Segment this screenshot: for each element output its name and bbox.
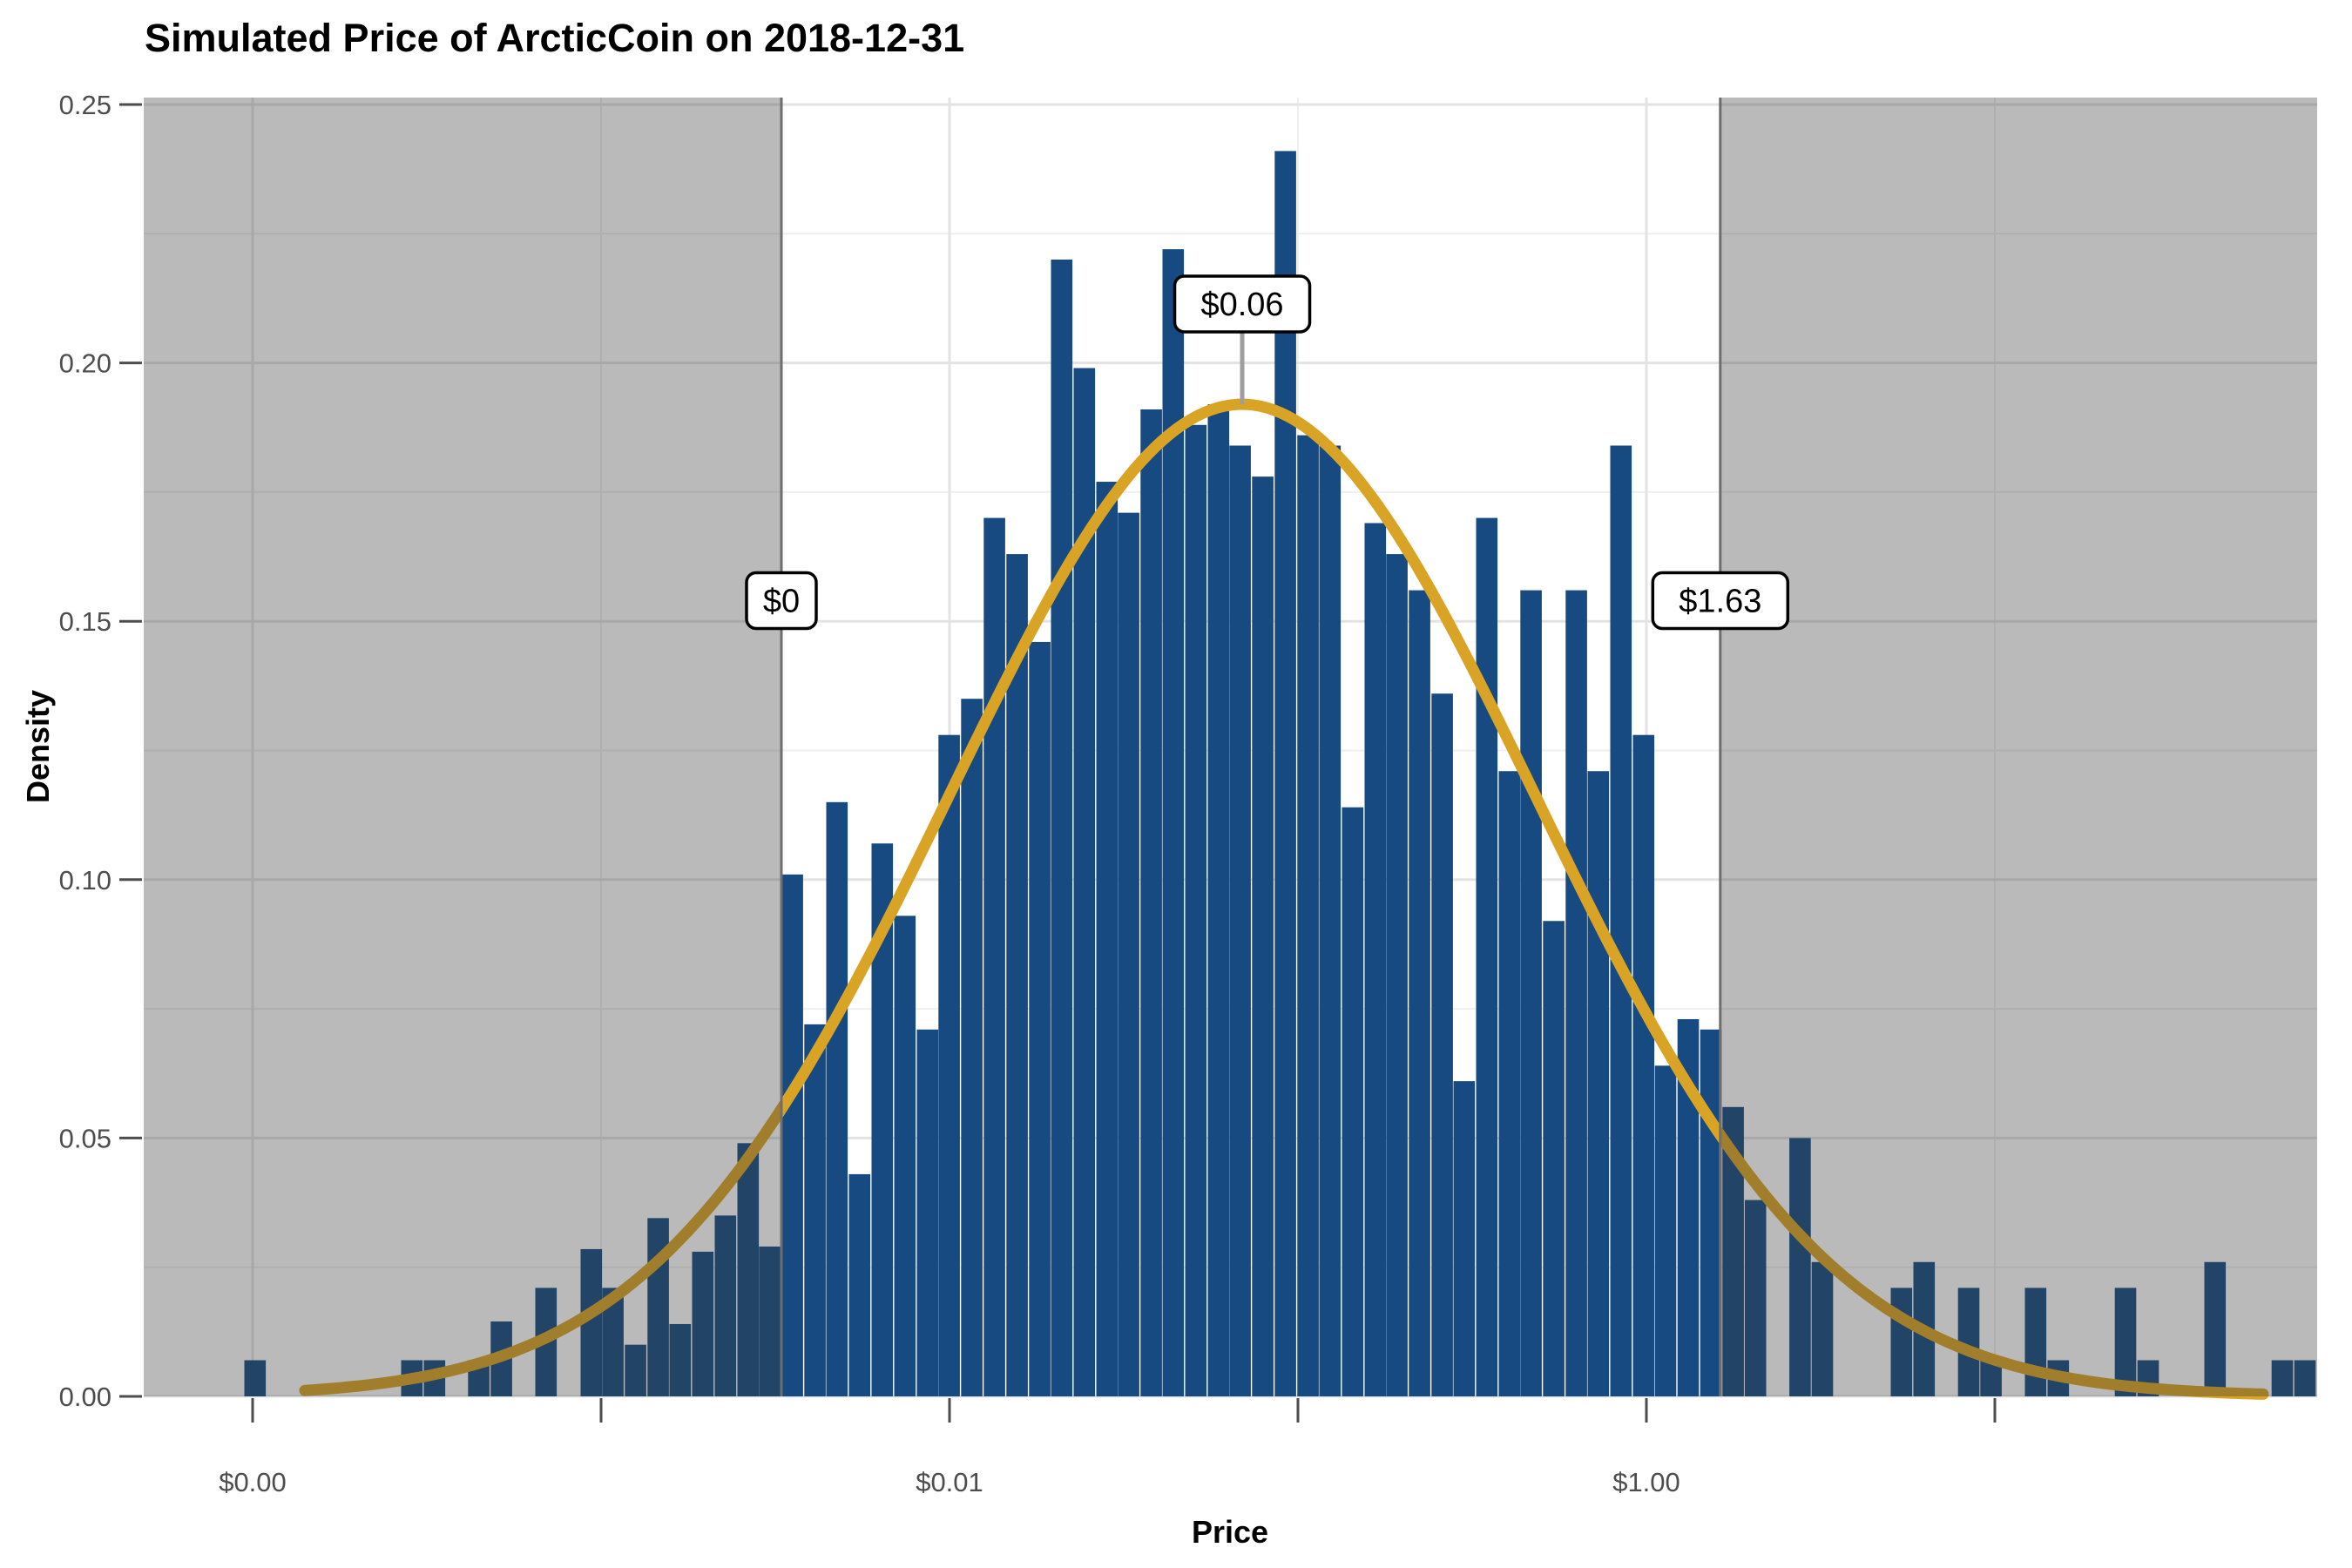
histogram-bar	[1700, 1029, 1722, 1396]
histogram-bar	[1297, 435, 1319, 1397]
y-axis-tick-label: 0.15	[59, 606, 112, 637]
histogram-bar	[1319, 445, 1342, 1397]
histogram-bar	[804, 1024, 826, 1396]
y-axis-tick-label: 0.20	[59, 348, 112, 379]
histogram-bar	[669, 1323, 692, 1396]
histogram-bar	[1744, 1200, 1767, 1396]
x-axis-tick-label: $0.01	[916, 1467, 983, 1497]
histogram-bar	[759, 1246, 781, 1396]
histogram-bar	[1140, 409, 1162, 1396]
histogram-bar	[1118, 512, 1139, 1396]
histogram-bar	[2114, 1288, 2137, 1396]
histogram-bar	[1386, 554, 1408, 1396]
histogram-bar	[961, 699, 983, 1396]
y-axis-title: Density	[20, 689, 56, 804]
histogram-bar	[1610, 445, 1632, 1397]
y-axis-tick-label: 0.00	[59, 1382, 112, 1412]
histogram-bar	[1364, 523, 1387, 1396]
histogram-bar	[2271, 1360, 2294, 1396]
shaded-region	[1720, 98, 2317, 1396]
histogram-bar	[1811, 1261, 1834, 1396]
histogram-bar	[848, 1173, 871, 1396]
histogram-bar	[938, 734, 960, 1396]
histogram-bar	[2294, 1360, 2316, 1396]
histogram-bar	[625, 1344, 646, 1396]
histogram-bar	[1789, 1138, 1811, 1396]
histogram-bar	[826, 801, 848, 1396]
histogram-bar	[781, 874, 803, 1396]
histogram-bar	[1632, 734, 1655, 1396]
histogram-bar	[1342, 807, 1364, 1396]
y-axis-tick-label: 0.25	[59, 90, 112, 120]
histogram-bar	[1453, 1081, 1476, 1396]
histogram-bar	[737, 1143, 760, 1396]
histogram-bar	[1229, 445, 1251, 1397]
shaded-region	[144, 98, 781, 1396]
y-axis-tick-label: 0.05	[59, 1123, 112, 1153]
density-curve	[299, 398, 2269, 1400]
histogram-bar	[1520, 590, 1542, 1396]
x-axis-title: Price	[1191, 1514, 1269, 1550]
y-axis-tick-label: 0.10	[59, 865, 112, 896]
histogram-bar	[1252, 476, 1274, 1396]
annotation-$1.63-box	[1651, 571, 1790, 631]
histogram-bar	[1006, 554, 1028, 1396]
histogram-bar	[983, 517, 1005, 1396]
annotation-$1.63-text: $1.63	[1679, 583, 1761, 619]
histogram-bar	[2204, 1261, 2227, 1396]
annotation-peak-text: $0.06	[1200, 287, 1283, 323]
histogram-bar	[1890, 1288, 1913, 1396]
x-axis-tick-label: $0.00	[219, 1467, 287, 1497]
x-axis-tick-label: $1.00	[1612, 1467, 1680, 1497]
histogram-bar	[714, 1215, 737, 1396]
histogram-bar	[692, 1251, 714, 1396]
histogram-bar	[1565, 590, 1587, 1396]
histogram-bar	[1431, 693, 1453, 1396]
histogram-bar	[1409, 590, 1430, 1396]
histogram-bar	[916, 1029, 939, 1396]
histogram-bar	[1185, 424, 1207, 1397]
histogram-bar	[1029, 641, 1051, 1396]
chart-title: Simulated Price of ArcticCoin on 2018-12…	[145, 16, 965, 60]
histogram-bar	[1498, 771, 1521, 1396]
histogram-bar	[1051, 259, 1073, 1397]
histogram-bar	[244, 1360, 267, 1396]
histogram-bar	[1654, 1065, 1677, 1396]
annotation-$0-box	[745, 571, 818, 631]
histogram-bar	[1207, 404, 1230, 1396]
histogram-bar	[894, 916, 916, 1396]
histogram-bar	[1274, 151, 1296, 1397]
annotation-peak-box	[1173, 274, 1312, 334]
histogram-bar	[1587, 771, 1610, 1396]
annotation-$0-text: $0	[763, 583, 800, 619]
histogram-bar	[1476, 517, 1498, 1396]
histogram-bar	[1096, 482, 1119, 1396]
histogram-bar	[1543, 921, 1565, 1396]
